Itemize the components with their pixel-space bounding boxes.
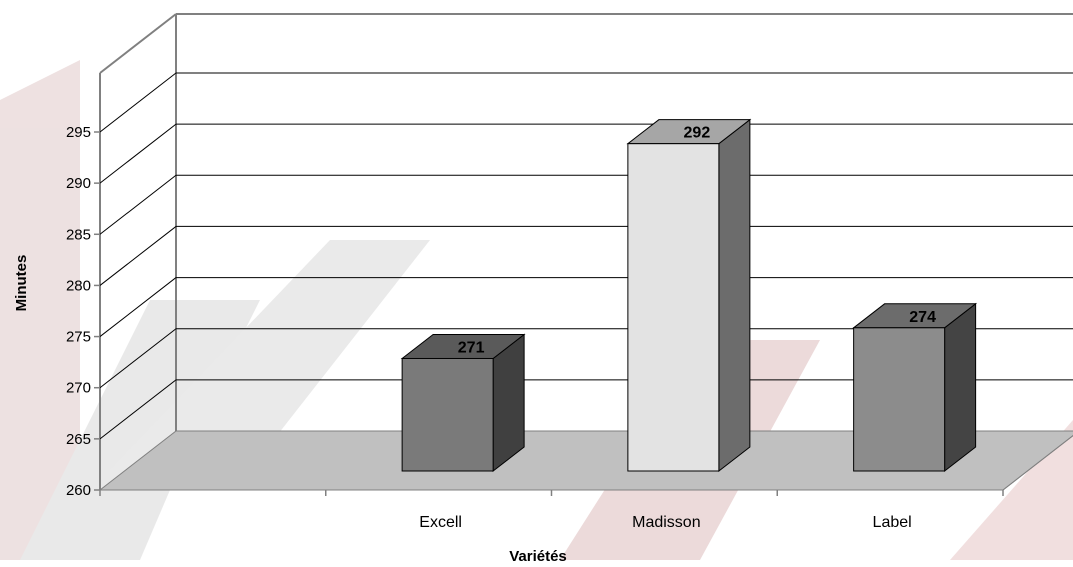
gridline-side <box>99 226 177 286</box>
x-axis-category-labels: Excell Madisson Label <box>419 514 911 531</box>
bar-front <box>401 357 494 472</box>
y-tick-label: 280 <box>66 277 91 294</box>
y-tick-label: 285 <box>66 226 91 243</box>
gridline-side <box>99 379 177 440</box>
data-label: 292 <box>684 125 711 142</box>
bar-front <box>627 143 720 472</box>
y-tick-label: 295 <box>66 124 91 141</box>
y-axis-tick-labels: 260 265 270 275 280 285 290 295 <box>66 124 91 499</box>
y-tick-label: 275 <box>66 329 91 346</box>
chart-floor <box>98 430 1073 491</box>
bar-front <box>853 327 946 472</box>
plot-area: 260 265 270 275 280 285 290 295 271 292 274 Excel… <box>66 13 1073 531</box>
data-labels: 271 292 274 <box>458 125 936 357</box>
gridline-side <box>99 174 177 235</box>
gridline-side <box>99 328 177 389</box>
category-label: Excell <box>419 514 462 531</box>
bars <box>400 118 978 473</box>
bar-label <box>852 302 978 473</box>
bar-excell <box>400 333 526 473</box>
data-label: 271 <box>458 339 485 356</box>
chart-walls <box>99 13 1073 491</box>
gridline-side <box>99 277 177 337</box>
y-tick-label: 290 <box>66 175 91 192</box>
y-axis-title: Minutes <box>13 255 30 312</box>
x-axis-title: Variétés <box>509 548 567 565</box>
bar-madisson <box>626 118 752 473</box>
y-tick-label: 270 <box>66 380 91 397</box>
category-label: Madisson <box>632 514 700 531</box>
gridline-side <box>99 123 177 184</box>
y-tick-label: 260 <box>66 482 91 499</box>
bar-side <box>718 118 751 473</box>
category-label: Label <box>873 514 912 531</box>
y-tick-label: 265 <box>66 431 91 448</box>
bar-side <box>944 302 977 473</box>
gridline-side <box>99 72 177 133</box>
x-axis-tick-marks <box>99 490 1004 496</box>
data-label: 274 <box>909 309 936 326</box>
